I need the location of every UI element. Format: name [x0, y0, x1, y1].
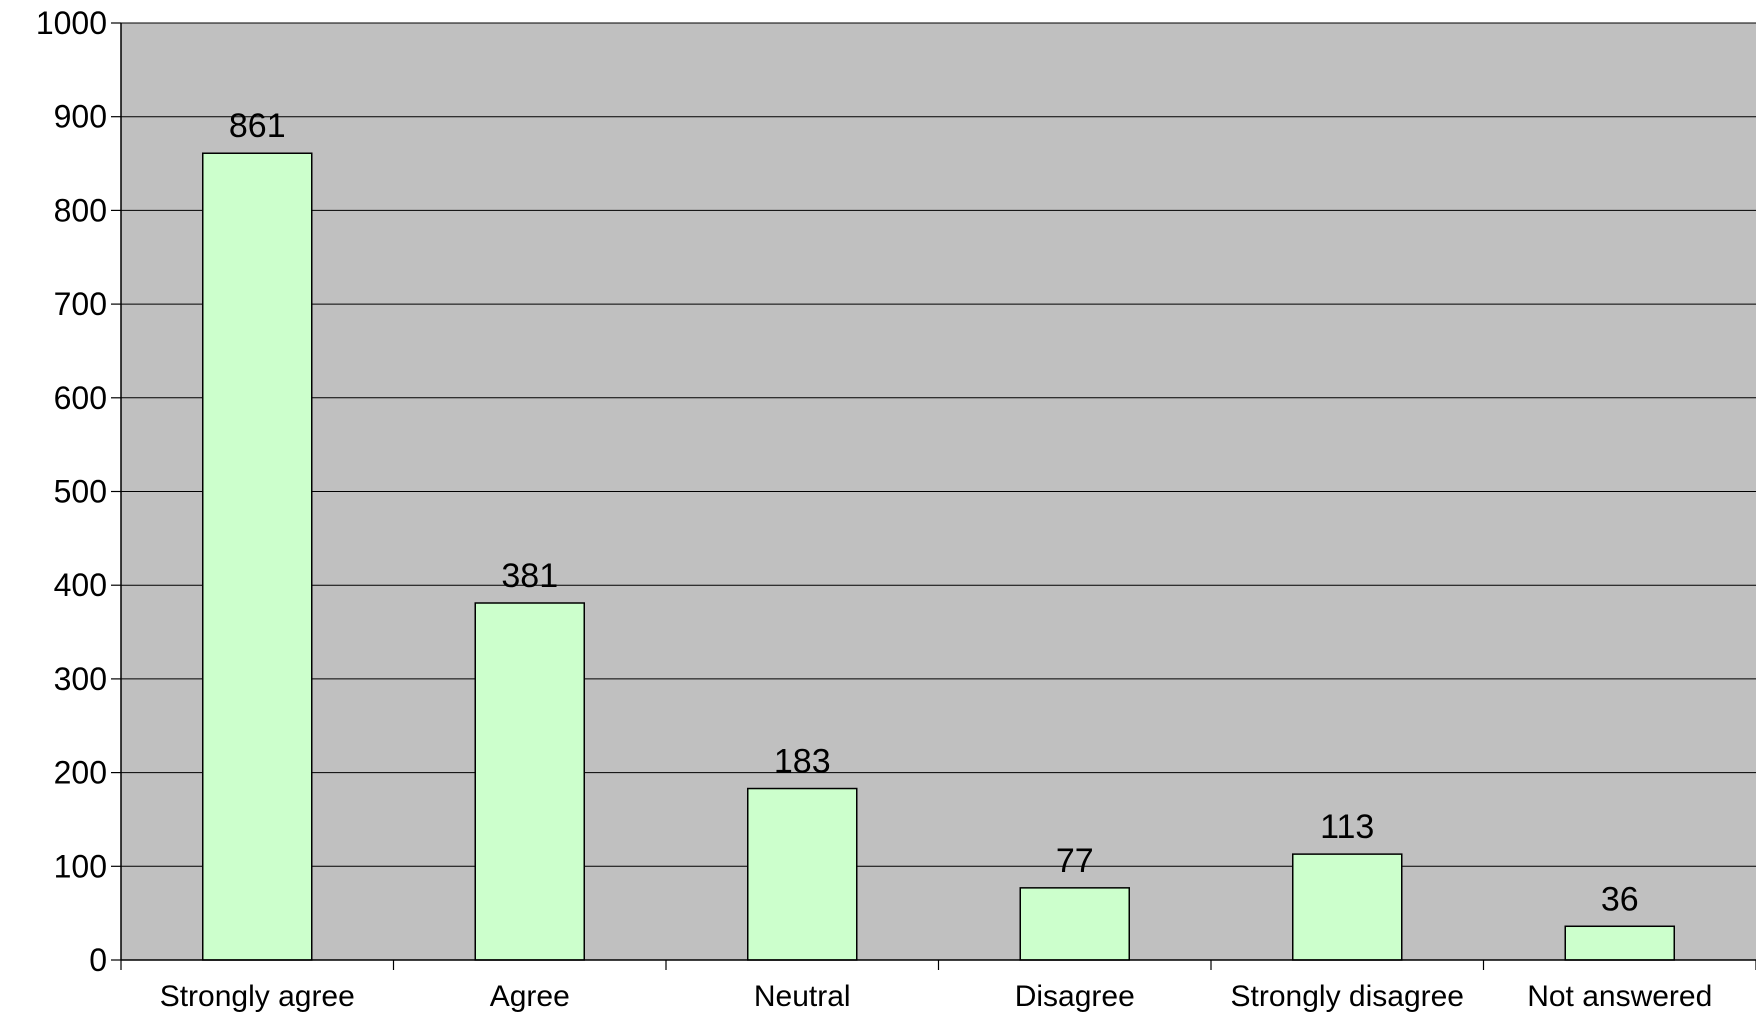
bar-agree: [474, 602, 585, 961]
x-tick-labels: Strongly agree Agree Neutral Disagree Strong…: [160, 980, 1713, 1013]
bar-neutral: [747, 787, 858, 961]
bar-disagree: [1019, 887, 1130, 961]
y-tick-label: 0: [89, 942, 107, 978]
data-label: 113: [1320, 808, 1374, 846]
bar-strongly-disagree: [1292, 853, 1403, 961]
data-label: 381: [501, 557, 558, 595]
y-tick-labels: 0 100 200 300 400 500 600 700 800 900 1000: [36, 5, 107, 978]
x-tick-label: Disagree: [1015, 980, 1135, 1013]
gridlines: [121, 22, 1756, 867]
data-label: 183: [774, 743, 831, 781]
y-tick-label: 900: [54, 99, 107, 135]
x-tick-label: Neutral: [754, 980, 851, 1013]
x-tick-label: Not answered: [1527, 980, 1712, 1013]
data-label: 861: [229, 107, 286, 145]
y-tick-label: 1000: [36, 5, 107, 41]
bar-not-answered: [1564, 925, 1675, 961]
y-tick-label: 300: [54, 661, 107, 697]
x-tick-label: Strongly disagree: [1231, 980, 1464, 1013]
y-tick-label: 800: [54, 192, 107, 228]
y-tick-label: 200: [54, 755, 107, 791]
bars: [202, 152, 1675, 961]
y-tick-label: 500: [54, 474, 107, 510]
y-tick-label: 700: [54, 286, 107, 322]
data-label: 36: [1601, 880, 1639, 918]
x-tick-label: Agree: [490, 980, 570, 1013]
data-labels: 861 381 183 77 113 36: [229, 107, 1639, 918]
y-tick-label: 400: [54, 567, 107, 603]
x-tick-label: Strongly agree: [160, 980, 355, 1013]
axes: [111, 22, 1756, 970]
y-tick-label: 100: [54, 848, 107, 884]
y-tick-label: 600: [54, 380, 107, 416]
bar-strongly-agree: [202, 152, 313, 961]
data-label: 77: [1056, 842, 1094, 880]
